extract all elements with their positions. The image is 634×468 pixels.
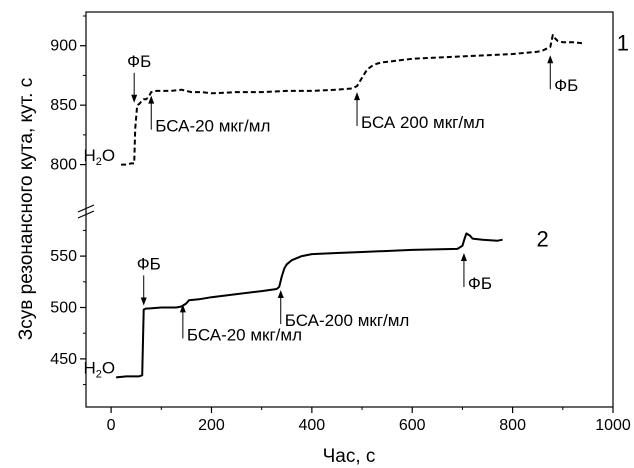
x-tick-label: 600 <box>399 417 426 434</box>
annotation-label: БСА 200 мкг/мл <box>361 113 485 132</box>
y-axis-break <box>77 204 95 219</box>
annotation-arrow: ФБ <box>137 254 161 306</box>
annotation-arrow: БСА-200 мкг/мл <box>277 290 410 330</box>
arrow-head <box>179 304 186 313</box>
x-tick-label: 200 <box>198 417 225 434</box>
annotation-label: ФБ <box>137 254 161 273</box>
annotation-label: ФБ <box>554 76 578 95</box>
series-2-line <box>116 232 503 379</box>
series-1-label: 1 <box>617 30 629 55</box>
annotation-label: БСА-20 мкг/мл <box>187 325 302 344</box>
y-tick-label: 500 <box>50 300 77 317</box>
x-tick-label: 0 <box>107 417 116 434</box>
plot-frame <box>85 11 614 408</box>
y-tick-label: 800 <box>50 157 77 174</box>
h2o-label: H2O <box>84 146 116 168</box>
annotation-label: БСА-200 мкг/мл <box>285 311 410 330</box>
axis-break-mark-1 <box>77 204 95 213</box>
annotation-arrow: ФБ <box>547 55 578 95</box>
y-tick-label: 450 <box>50 351 77 368</box>
arrow-head <box>460 253 467 262</box>
annotation-arrow: БСА 200 мкг/мл <box>354 92 485 132</box>
arrow-head <box>277 290 284 299</box>
x-axis: 0 200 400 600 800 1000 <box>107 407 631 434</box>
annotation-arrow: ФБ <box>460 253 492 293</box>
arrow-head <box>131 94 138 103</box>
annotation-arrow: БСА-20 мкг/мл <box>179 304 302 344</box>
y-axis-title: Зсув резонансного кута, кут. с <box>16 78 37 340</box>
arrow-head <box>140 297 147 306</box>
arrow-head <box>148 95 155 104</box>
y-tick-label: 900 <box>50 38 77 55</box>
arrow-head <box>354 92 361 101</box>
annotation-label: ФБ <box>127 52 151 71</box>
annotation-arrow: ФБ <box>127 52 151 103</box>
annotation-label: ФБ <box>468 274 492 293</box>
y-tick-label: 550 <box>50 248 77 265</box>
x-tick-label: 800 <box>499 417 526 434</box>
y-axis: 800 850 900 450 500 550 <box>50 15 86 386</box>
series-1-line <box>121 34 584 166</box>
series-2-label: 2 <box>536 227 548 252</box>
x-tick-label: 1000 <box>595 417 631 434</box>
y-tick-label: 850 <box>50 97 77 114</box>
annotation-label: БСА-20 мкг/мл <box>155 117 270 136</box>
annotation-layer: ФБ БСА-20 мкг/мл БСА 200 мкг/мл ФБ ФБ БСА-20 … <box>84 52 579 380</box>
x-axis-title: Час, с <box>323 446 376 467</box>
annotation-arrow: БСА-20 мкг/мл <box>148 95 270 136</box>
h2o-label: H2O <box>84 358 116 380</box>
arrow-head <box>547 55 554 64</box>
x-tick-label: 400 <box>299 417 326 434</box>
series-layer: 12 <box>116 30 629 379</box>
axis-break-mark-2 <box>77 210 95 219</box>
